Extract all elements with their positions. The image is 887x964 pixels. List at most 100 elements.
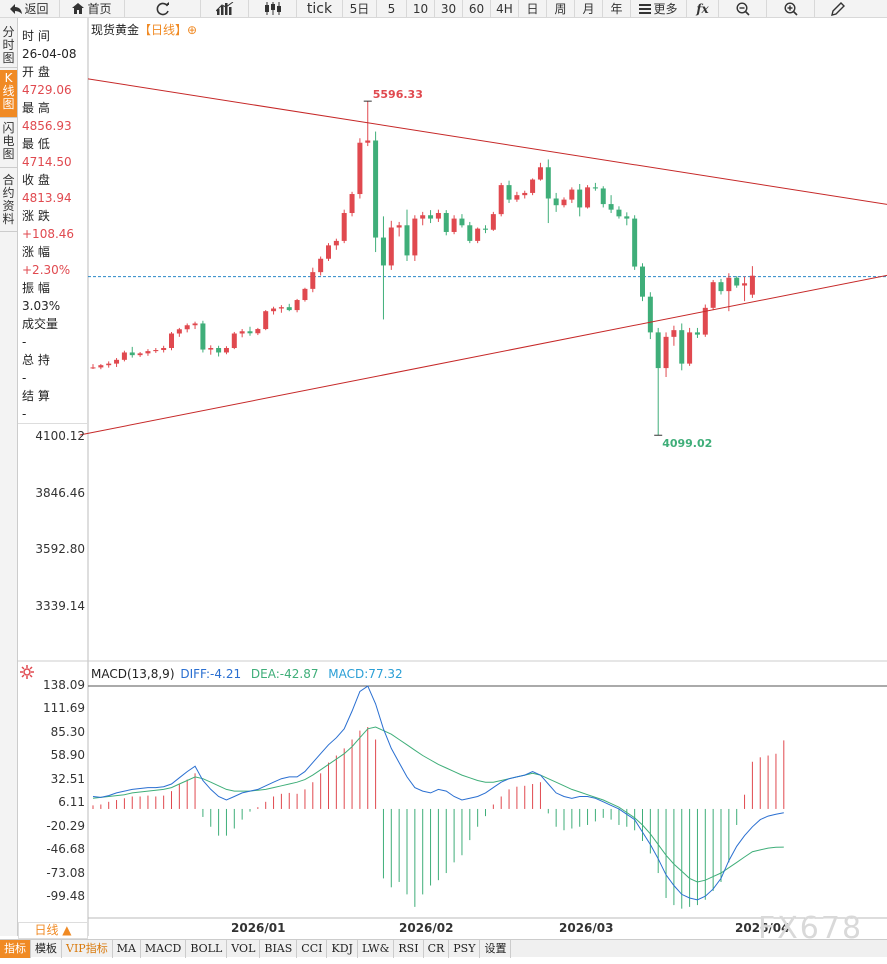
settings-tab[interactable]: 设置 [480, 939, 512, 958]
vol-tab[interactable]: VOL [227, 939, 261, 958]
candle-body [655, 332, 661, 369]
candle-body [153, 350, 159, 352]
cr-tab[interactable]: CR [424, 939, 450, 958]
high-value: 4856.93 [22, 119, 72, 133]
period-4h-button[interactable]: 4H [491, 0, 519, 18]
candle-body [687, 332, 693, 364]
zoom-out-button[interactable] [719, 0, 767, 18]
candle-body [545, 167, 551, 199]
period-week-button[interactable]: 周 [547, 0, 575, 18]
rsi-tab[interactable]: RSI [394, 939, 424, 958]
pct-value: +2.30% [22, 263, 71, 277]
candle-body [569, 189, 575, 200]
period-day-button[interactable]: 日 [519, 0, 547, 18]
vip-indicator-tab[interactable]: VIP指标 [62, 939, 113, 958]
candle-body [114, 359, 120, 364]
candle-body [373, 140, 379, 238]
candle-body [231, 333, 237, 349]
back-arrow-icon [10, 3, 23, 14]
macd-tick-label: 138.09 [43, 678, 85, 692]
amplitude-value: 3.03% [22, 299, 61, 313]
candle-body [365, 140, 371, 143]
more-button[interactable]: 更多 [631, 0, 687, 18]
candle-body [475, 228, 481, 241]
candle-body [184, 325, 190, 330]
y-tick-label: 4100.12 [35, 429, 85, 443]
draw-tool-button[interactable] [815, 0, 861, 18]
period-5-button[interactable]: 5 [377, 0, 407, 18]
back-button[interactable]: 返回 [0, 0, 60, 18]
low-price-label: 4099.02 [662, 437, 712, 450]
high-label: 最 高 [22, 101, 50, 115]
period-select[interactable]: 日线 ▲ [18, 922, 88, 939]
period-month-button[interactable]: 月 [575, 0, 603, 18]
indicator-chart-button[interactable] [201, 0, 249, 18]
x-axis-label: 2026/04 [735, 921, 790, 935]
tab-kline[interactable]: K线图 [0, 70, 17, 118]
candlestick-icon [264, 2, 282, 15]
y-tick-label: 3846.46 [35, 486, 85, 500]
kdj-tab[interactable]: KDJ [327, 939, 358, 958]
tab-timeshare[interactable]: 分时图 [0, 24, 17, 68]
diff-line [92, 685, 784, 901]
template-tab[interactable]: 模板 [31, 939, 62, 958]
five-day-button[interactable]: 5日 [343, 0, 377, 18]
y-tick-label: 3592.80 [35, 542, 85, 556]
candle-body [640, 266, 645, 297]
candle-body [428, 215, 434, 219]
open-interest-label: 总 持 [22, 353, 50, 367]
candle-body [616, 209, 622, 217]
macd-title: MACD(13,8,9) [91, 667, 175, 681]
time-value: 26-04-08 [22, 47, 77, 61]
bias-tab[interactable]: BIAS [260, 939, 298, 958]
candle-body [467, 225, 473, 241]
candle-body [592, 187, 598, 189]
refresh-button[interactable] [125, 0, 201, 18]
menu-icon [639, 3, 652, 14]
candle-body [600, 188, 606, 205]
psy-tab[interactable]: PSY [449, 939, 481, 958]
candle-body [286, 307, 292, 311]
x-axis-label: 2026/01 [231, 921, 286, 935]
macd-tab[interactable]: MACD [141, 939, 187, 958]
candle-body [412, 218, 418, 256]
ma-tab[interactable]: MA [113, 939, 141, 958]
trendline [51, 72, 887, 205]
tab-flash[interactable]: 闪电图 [0, 120, 17, 168]
period-10-button[interactable]: 10 [407, 0, 435, 18]
macd-tick-label: 58.90 [50, 748, 85, 762]
period-30-button[interactable]: 30 [435, 0, 463, 18]
tick-button[interactable]: tick [297, 0, 343, 18]
candle-body [443, 213, 449, 232]
candle-body [749, 275, 755, 295]
candle-body [506, 185, 512, 200]
candle-body [318, 258, 324, 273]
cci-tab[interactable]: CCI [297, 939, 328, 958]
period-year-button[interactable]: 年 [603, 0, 631, 18]
candle-body [718, 282, 724, 292]
candle-body [671, 330, 677, 337]
candle-body [435, 213, 441, 219]
period-60-button[interactable]: 60 [463, 0, 491, 18]
add-compare-icon[interactable]: ⊕ [187, 23, 198, 37]
zoom-in-button[interactable] [767, 0, 815, 18]
tab-contract[interactable]: 合约资料 [0, 172, 17, 232]
candle-style-button[interactable] [249, 0, 297, 18]
lw-tab[interactable]: LW& [358, 939, 395, 958]
candle-body [106, 363, 112, 366]
candle-body [121, 352, 127, 360]
candle-body [294, 300, 300, 311]
candle-body [349, 194, 355, 214]
indicator-tab[interactable]: 指标 [0, 939, 31, 958]
home-button[interactable]: 首页 [60, 0, 125, 18]
candle-body [663, 336, 669, 369]
candle-body [726, 277, 732, 292]
candle-body [223, 348, 229, 353]
boll-tab[interactable]: BOLL [186, 939, 228, 958]
macd-legend: MACD(13,8,9) DIFF:-4.21 DEA:-42.87 MACD:… [91, 667, 403, 681]
formula-button[interactable]: fx [687, 0, 719, 18]
close-value: 4813.94 [22, 191, 72, 205]
macd-tick-label: -99.48 [46, 889, 85, 903]
settings-gear-icon[interactable] [20, 664, 34, 683]
